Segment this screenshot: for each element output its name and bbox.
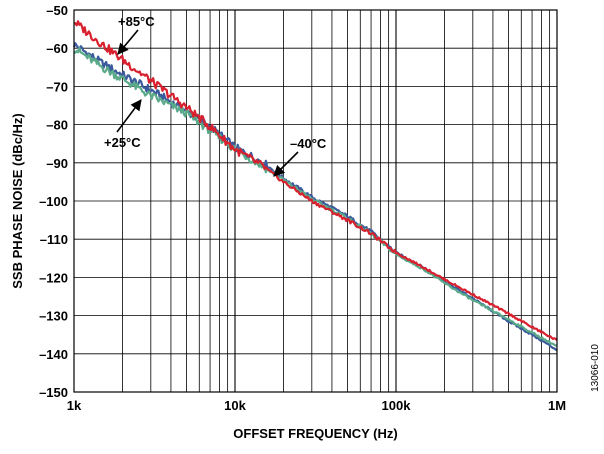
annotations: +85°C +25°C –40°C xyxy=(104,14,327,151)
annotation-arrows xyxy=(116,29,299,177)
y-tick-label: –150 xyxy=(39,385,68,400)
figure-id: 13066-010 xyxy=(590,344,601,392)
annotation-arrow-1 xyxy=(117,29,139,55)
y-tick-label: –130 xyxy=(39,309,68,324)
x-tick-label: 1k xyxy=(67,398,82,413)
y-tick-label: –100 xyxy=(39,194,68,209)
annotation-minus40c: –40°C xyxy=(290,136,327,151)
y-tick-label: –140 xyxy=(39,347,68,362)
y-tick-label: –120 xyxy=(39,270,68,285)
x-tick-label: 10k xyxy=(224,398,246,413)
y-tick-label: –50 xyxy=(46,3,68,18)
annotation-arrow-2 xyxy=(116,99,142,133)
plot-frame xyxy=(73,9,558,393)
annotation-plus25c: +25°C xyxy=(104,135,141,150)
y-tick-label: –60 xyxy=(46,41,68,56)
annotation-arrow-3 xyxy=(273,151,299,177)
y-tick-label: –90 xyxy=(46,156,68,171)
y-axis-title: SSB PHASE NOISE (dBc/Hz) xyxy=(10,113,25,289)
x-axis-title: OFFSET FREQUENCY (Hz) xyxy=(233,426,397,441)
series-line-1 xyxy=(72,42,558,352)
series-group xyxy=(72,20,558,352)
y-tick-label: –80 xyxy=(46,118,68,133)
annotation-plus85c: +85°C xyxy=(118,14,155,29)
x-tick-label: 1M xyxy=(548,398,566,413)
series-line-3 xyxy=(73,20,558,341)
x-tick-labels: 1k 10k 100k 1M xyxy=(67,398,566,413)
y-tick-labels: –50 –60 –70 –80 –90 –100 –110 –120 –130 –140 –150 xyxy=(39,3,68,400)
y-tick-label: –70 xyxy=(46,79,68,94)
y-tick-label: –110 xyxy=(40,232,68,247)
x-tick-label: 100k xyxy=(382,398,412,413)
